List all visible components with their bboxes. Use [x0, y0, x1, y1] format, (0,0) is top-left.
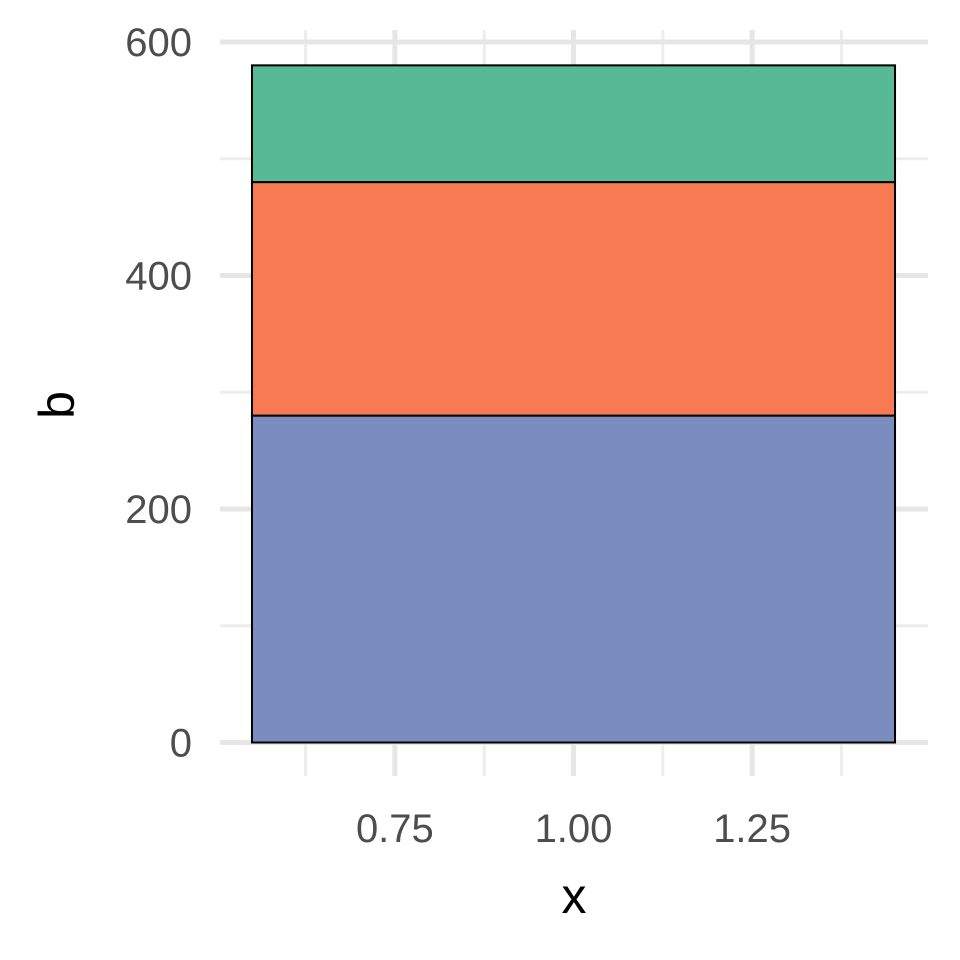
x-axis-title: x — [562, 868, 587, 924]
bar-segment-2 — [250, 181, 897, 417]
bars — [250, 64, 897, 744]
y-tick-label: 400 — [125, 255, 192, 299]
x-tick-label: 1.00 — [535, 807, 613, 851]
x-tick-label: 0.75 — [356, 807, 434, 851]
y-axis-ticks: 0 200 400 600 — [125, 21, 192, 766]
bar-segment-3 — [250, 64, 897, 184]
y-tick-label: 0 — [170, 722, 192, 766]
x-tick-label: 1.25 — [713, 807, 791, 851]
y-tick-label: 600 — [125, 21, 192, 65]
x-axis-ticks: 0.75 1.00 1.25 — [356, 807, 791, 851]
y-axis-title: b — [29, 391, 85, 419]
y-tick-label: 200 — [125, 488, 192, 532]
bar-segment-1 — [250, 414, 897, 744]
